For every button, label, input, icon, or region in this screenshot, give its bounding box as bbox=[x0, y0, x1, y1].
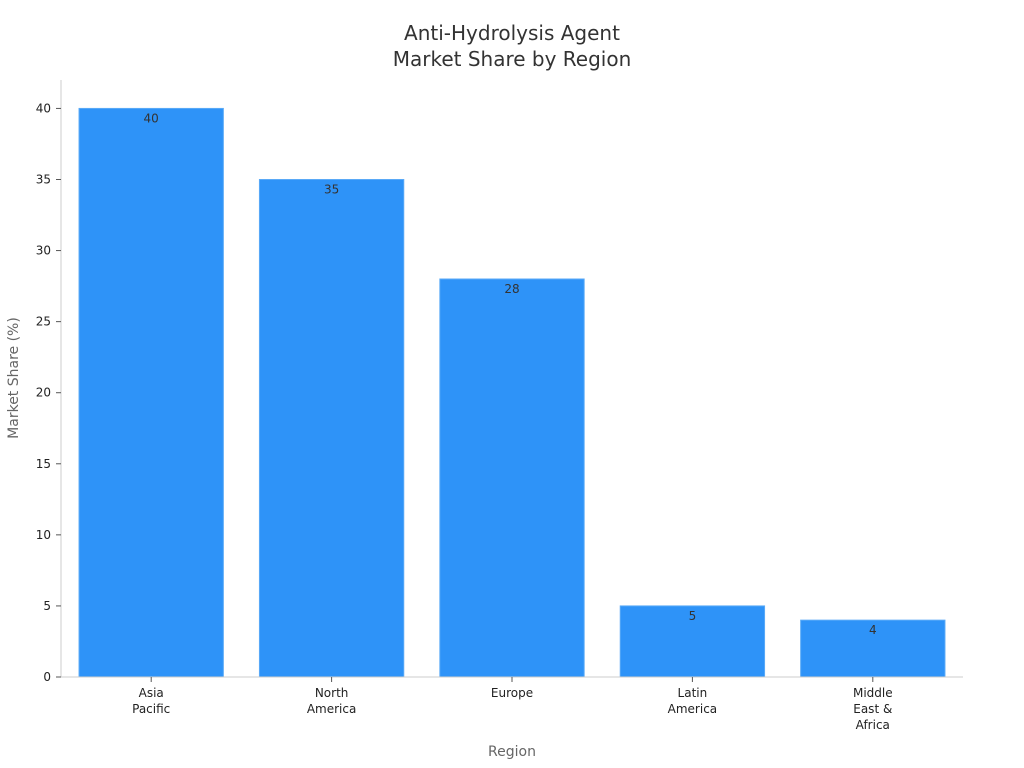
bar-2 bbox=[439, 278, 585, 678]
x-tick-label-1: North America bbox=[307, 686, 357, 716]
y-tick-label-1: 5 bbox=[43, 599, 51, 613]
x-tick-label-3: Latin America bbox=[668, 686, 718, 716]
y-tick-label-6: 30 bbox=[36, 244, 51, 258]
chart-title-line-1: Anti-Hydrolysis Agent bbox=[404, 21, 620, 45]
bar-0 bbox=[78, 107, 224, 678]
x-axis-ticks: Asia Pacific North America Europe Latin Americ… bbox=[132, 677, 893, 732]
chart-title: Anti-Hydrolysis Agent Market Share by Re… bbox=[393, 21, 632, 71]
data-labels-group: 40 35 28 5 4 bbox=[144, 111, 877, 637]
chart-title-line-2: Market Share by Region bbox=[393, 47, 632, 71]
bar-3 bbox=[619, 605, 766, 678]
data-label-2: 28 bbox=[504, 282, 519, 296]
bar-1 bbox=[258, 179, 405, 678]
y-axis-title: Market Share (%) bbox=[6, 317, 22, 439]
data-label-0: 40 bbox=[144, 111, 159, 125]
data-label-4: 4 bbox=[869, 623, 877, 637]
data-label-3: 5 bbox=[689, 609, 697, 623]
data-label-1: 35 bbox=[324, 183, 339, 197]
y-tick-label-8: 40 bbox=[36, 101, 51, 115]
y-tick-label-3: 15 bbox=[36, 457, 51, 471]
bars-group bbox=[78, 107, 946, 678]
bar-4 bbox=[800, 619, 946, 678]
x-axis-title: Region bbox=[488, 744, 536, 760]
y-tick-label-7: 35 bbox=[36, 173, 51, 187]
x-tick-label-0: Asia Pacific bbox=[132, 686, 170, 716]
y-tick-label-2: 10 bbox=[36, 528, 51, 542]
y-axis-ticks: 0 5 10 15 20 25 30 35 40 bbox=[36, 101, 61, 684]
y-tick-label-5: 25 bbox=[36, 315, 51, 329]
x-tick-label-4: Middle East & Africa bbox=[853, 686, 893, 732]
x-tick-label-2: Europe bbox=[491, 686, 533, 700]
y-tick-label-4: 20 bbox=[36, 386, 51, 400]
y-tick-label-0: 0 bbox=[43, 670, 51, 684]
